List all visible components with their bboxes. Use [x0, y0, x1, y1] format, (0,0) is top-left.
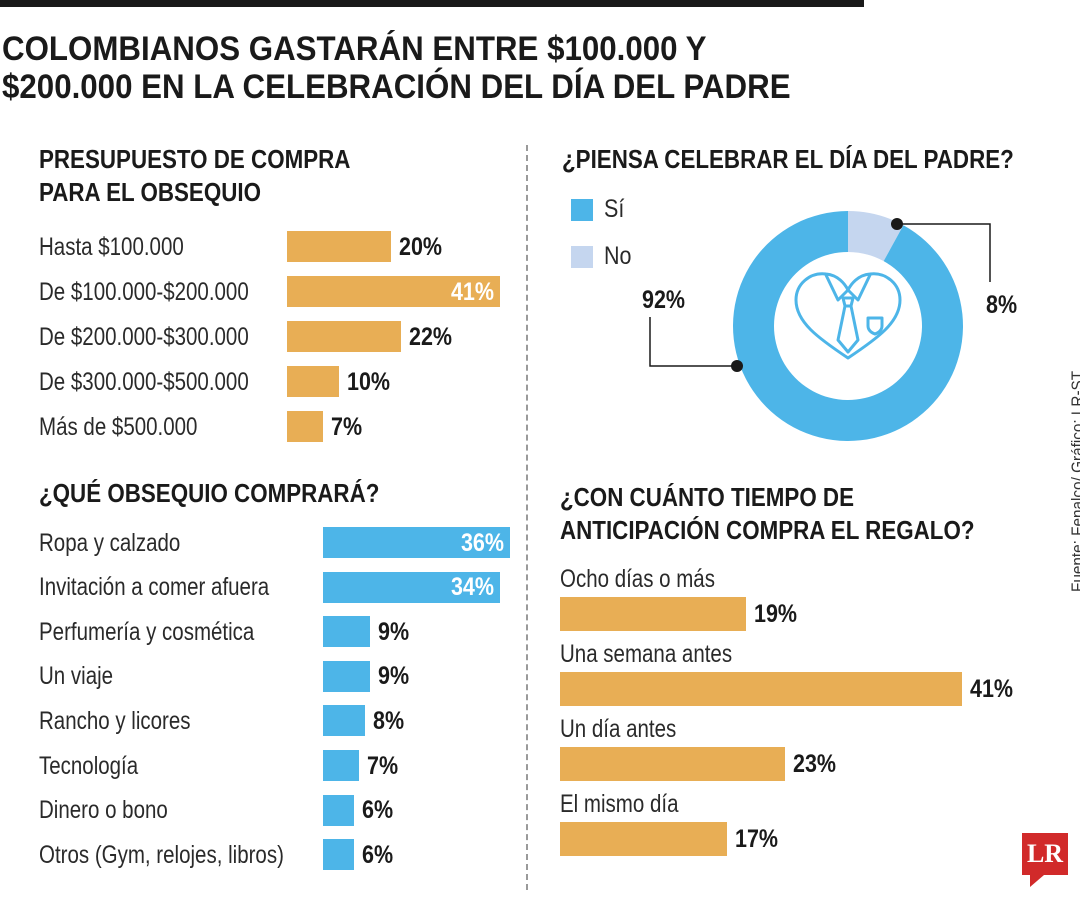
- anticipation-bar: [560, 747, 786, 781]
- gift-category-label: Otros (Gym, relojes, libros): [39, 840, 284, 869]
- lr-logo-text: LR: [1026, 839, 1064, 868]
- budget-bar: [287, 366, 339, 397]
- budget-value-label: 41%: [451, 277, 495, 306]
- leader-line-no: [897, 223, 991, 282]
- gift-value-label: 6%: [362, 796, 394, 825]
- gift-category-label: Perfumería y cosmética: [39, 617, 255, 646]
- gift-value-label: 36%: [461, 528, 505, 557]
- gift-bar: [323, 705, 365, 737]
- anticipation-value-label: 23%: [793, 750, 837, 778]
- gift-category-label: Dinero o bono: [39, 796, 168, 825]
- gift-bar: [323, 527, 511, 558]
- budget-value-label: 7%: [331, 412, 363, 441]
- gift-category-label: Tecnología: [39, 751, 139, 780]
- anticipation-category-label: Ocho días o más: [560, 565, 715, 593]
- donut-value-si: 92%: [642, 286, 686, 314]
- anticipation-bar: [560, 672, 962, 706]
- gift-category-label: Ropa y calzado: [39, 528, 181, 557]
- gift-bar: [323, 750, 360, 781]
- budget-category-label: Hasta $100.000: [39, 232, 184, 261]
- gift-bar: [323, 839, 355, 871]
- page-title: COLOMBIANOS GASTARÁN ENTRE $100.000 Y $2…: [2, 30, 791, 106]
- top-rule: [0, 0, 864, 7]
- gift-category-label: Invitación a comer afuera: [39, 573, 270, 602]
- legend-label-si: Sí: [604, 195, 625, 223]
- budget-bar: [287, 276, 501, 307]
- anticipation-category-label: El mismo día: [560, 790, 679, 818]
- budget-value-label: 10%: [347, 367, 391, 396]
- gift-value-label: 8%: [372, 706, 404, 735]
- legend-swatch-no: [571, 246, 593, 268]
- anticipation-bar: [560, 822, 727, 856]
- anticipation-chart-title-line-1: ¿CON CUÁNTO TIEMPO DE: [560, 482, 854, 512]
- gift-bar: [323, 794, 355, 826]
- donut-slice-si: [732, 211, 963, 441]
- budget-value-label: 22%: [409, 322, 453, 351]
- gift-bar: [323, 660, 370, 692]
- anticipation-value-label: 17%: [734, 825, 778, 853]
- budget-chart-title-line-1: PRESUPUESTO DE COMPRA: [39, 144, 351, 174]
- budget-bar: [287, 411, 324, 442]
- gift-bar: [323, 571, 500, 603]
- anticipation-bar: [560, 597, 747, 631]
- donut-chart: [732, 211, 963, 441]
- leader-dot-si: [731, 360, 743, 372]
- leader-line-si: [649, 317, 737, 367]
- budget-category-label: Más de $500.000: [39, 412, 198, 441]
- gift-value-label: 7%: [367, 751, 399, 780]
- leader-dot-no: [891, 218, 903, 230]
- source-note: Fuente: Fenalco/ Gráfico: LR-ST: [1068, 370, 1080, 592]
- gift-category-label: Rancho y licores: [39, 706, 191, 735]
- anticipation-chart-title-line-2: ANTICIPACIÓN COMPRA EL REGALO?: [560, 515, 975, 545]
- gift-chart-title: ¿QUÉ OBSEQUIO COMPRARÁ?: [39, 478, 380, 508]
- legend-label-no: No: [604, 242, 632, 270]
- gift-value-label: 34%: [450, 573, 494, 602]
- lr-logo-tail: [1030, 875, 1044, 887]
- budget-category-label: De $200.000-$300.000: [39, 322, 249, 351]
- lr-logo: LR: [1022, 833, 1068, 887]
- anticipation-category-label: Un día antes: [560, 715, 677, 743]
- gift-value-label: 9%: [377, 662, 409, 691]
- budget-category-label: De $100.000-$200.000: [39, 277, 249, 306]
- celebrate-chart-title: ¿PIENSA CELEBRAR EL DÍA DEL PADRE?: [562, 144, 1014, 174]
- donut-slice-no: [848, 211, 904, 262]
- gift-category-label: Un viaje: [39, 662, 114, 691]
- heart-tie-icon: [794, 272, 902, 360]
- budget-bar: [287, 231, 391, 262]
- gift-value-label: 6%: [362, 840, 394, 869]
- column-divider: [526, 145, 528, 890]
- legend-swatch-si: [571, 199, 593, 221]
- gift-value-label: 9%: [377, 617, 409, 646]
- gift-bar: [323, 616, 370, 648]
- donut-value-no: 8%: [986, 291, 1018, 319]
- anticipation-value-label: 19%: [754, 600, 798, 628]
- budget-bar: [287, 321, 402, 352]
- budget-chart-title-line-2: PARA EL OBSEQUIO: [39, 177, 261, 207]
- budget-value-label: 20%: [399, 232, 443, 261]
- budget-category-label: De $300.000-$500.000: [39, 367, 249, 396]
- anticipation-category-label: Una semana antes: [560, 640, 733, 668]
- anticipation-value-label: 41%: [969, 675, 1013, 703]
